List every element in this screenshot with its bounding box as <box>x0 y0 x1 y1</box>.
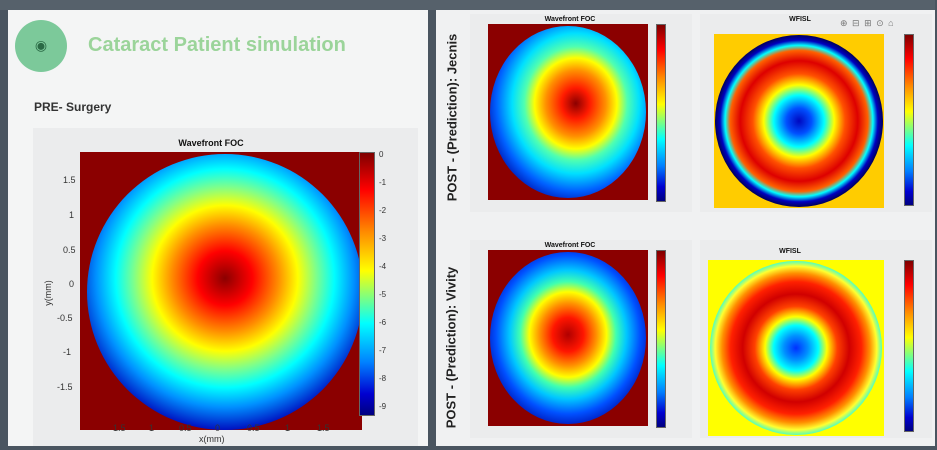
jecnis-wfisl-card: WFISL ⊕ ⊟ ⊞ ⊙ ⌂ <box>700 14 932 212</box>
colorbar <box>904 260 914 432</box>
vivity-wavefront-title: Wavefront FOC <box>544 242 596 249</box>
colorbar-tick: 0 <box>379 150 384 159</box>
pre-wavefront-map <box>80 152 362 430</box>
jecnis-wavefront-card: Wavefront FOC <box>470 14 692 212</box>
x-axis-label: x(mm) <box>199 434 225 444</box>
y-tick: -1.5 <box>57 382 73 392</box>
colorbar-tick: -9 <box>379 402 387 411</box>
x-tick: 0.5 <box>247 423 260 433</box>
vivity-wavefront-card: Wavefront FOC <box>470 240 692 438</box>
y-tick: -0.5 <box>57 313 73 323</box>
app-title: Cataract Patient simulation <box>88 34 346 56</box>
pre-surgery-label: PRE- Surgery <box>34 100 112 114</box>
x-tick: 1.5 <box>113 423 126 433</box>
window-frame-right <box>935 0 937 450</box>
wavefront-disk <box>87 154 362 430</box>
jecnis-wavefront-map <box>488 24 648 200</box>
wfisl-disk <box>715 35 883 207</box>
jecnis-wfisl-title: WFISL <box>789 16 811 23</box>
pre-plot-title: Wavefront FOC <box>178 138 244 148</box>
colorbar-tick: -1 <box>379 178 387 187</box>
pre-surgery-plot-card: Wavefront FOC 1.5 1 0.5 0 -0.5 -1 -1.5 1… <box>33 128 418 446</box>
colorbar-tick: -2 <box>379 206 387 215</box>
jecnis-wavefront-title: Wavefront FOC <box>544 16 596 23</box>
colorbar-tick: -3 <box>379 234 387 243</box>
vivity-wfisl-title: WFISL <box>779 248 801 255</box>
x-tick: 1 <box>285 423 291 433</box>
y-tick: 1.5 <box>63 175 76 185</box>
y-tick: -1 <box>63 347 72 357</box>
colorbar <box>359 152 375 416</box>
x-tick: 0 <box>215 423 221 433</box>
y-tick: 0 <box>69 279 75 289</box>
post-jecnis-label: POST - (Prediction): Jecnis <box>444 33 460 202</box>
wfisl-disk <box>710 261 882 435</box>
colorbar-tick: -5 <box>379 290 387 299</box>
plot-toolbar[interactable]: ⊕ ⊟ ⊞ ⊙ ⌂ <box>840 18 895 28</box>
window-frame-top <box>0 0 937 10</box>
vivity-wfisl-map <box>708 260 884 436</box>
colorbar-tick: -7 <box>379 346 387 355</box>
eye-icon: ◉ <box>34 36 48 53</box>
colorbar-tick: -8 <box>379 374 387 383</box>
x-tick: 1 <box>149 423 155 433</box>
colorbar <box>656 24 666 202</box>
y-tick: 0.5 <box>63 245 76 255</box>
x-tick: 0.5 <box>179 423 192 433</box>
y-axis-label: y(mm) <box>42 280 53 306</box>
colorbar <box>656 250 666 428</box>
post-vivity-label: POST - (Prediction): Vivity <box>443 266 459 429</box>
wavefront-disk <box>490 26 646 198</box>
colorbar-tick: -6 <box>379 318 387 327</box>
x-tick: 1.5 <box>317 423 330 433</box>
vivity-wavefront-map <box>488 250 648 426</box>
jecnis-wfisl-map <box>714 34 884 208</box>
y-tick: 1 <box>69 210 75 220</box>
wavefront-disk <box>490 252 646 424</box>
colorbar <box>904 34 914 206</box>
app-logo[interactable]: ◉ <box>15 20 67 72</box>
vivity-wfisl-card: WFISL <box>700 240 932 438</box>
colorbar-tick: -4 <box>379 262 387 271</box>
